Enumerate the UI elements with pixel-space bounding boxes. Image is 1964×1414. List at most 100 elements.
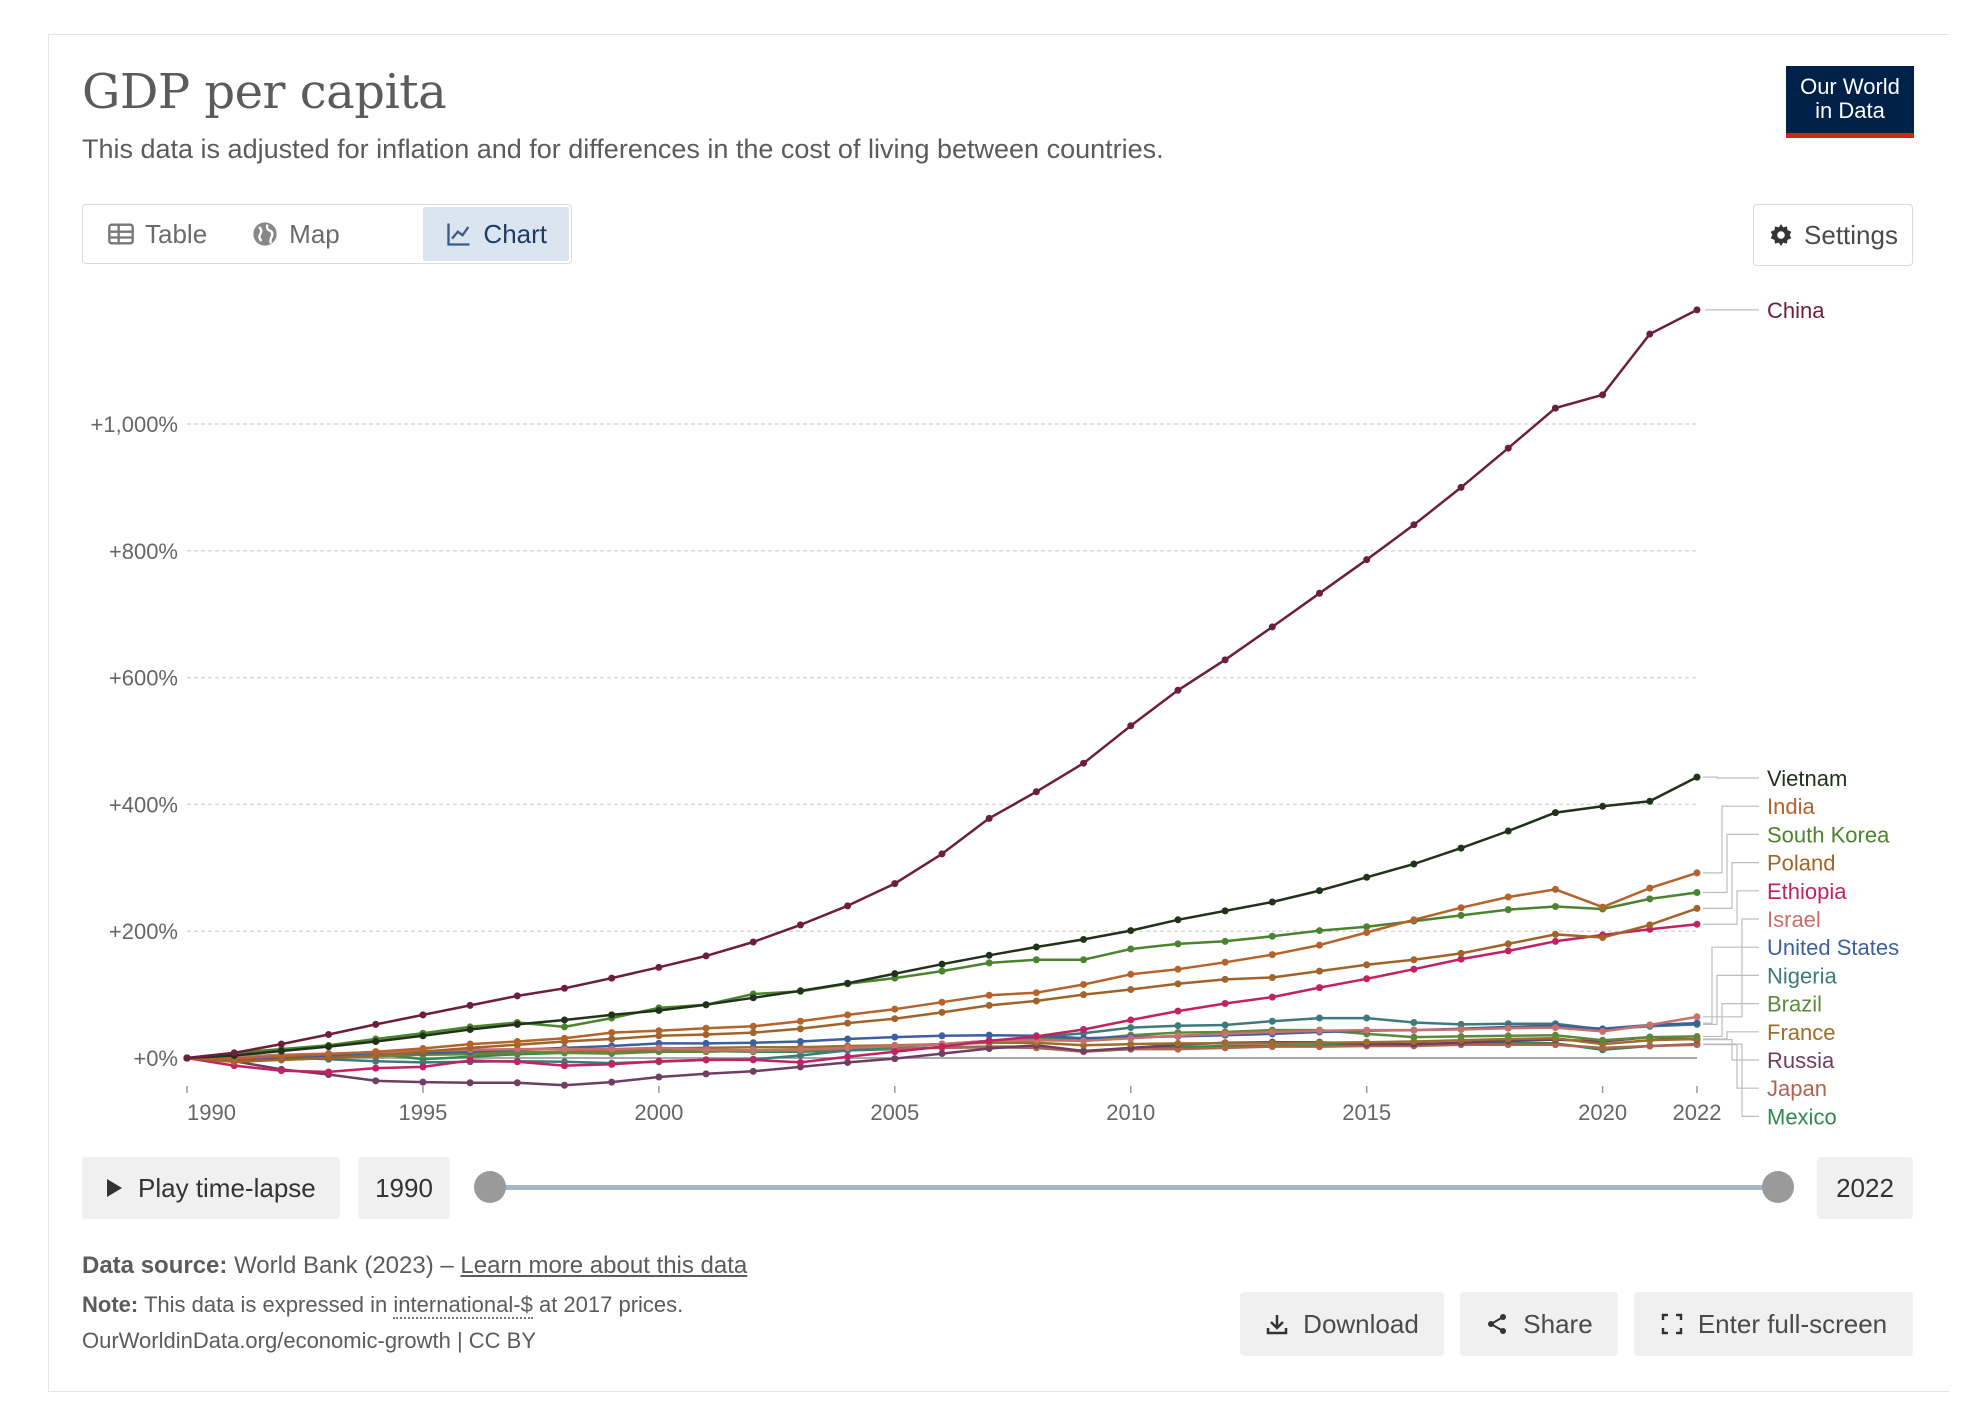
- data-point: [513, 1079, 521, 1087]
- start-year-box[interactable]: 1990: [358, 1157, 450, 1219]
- data-point: [1646, 1021, 1654, 1029]
- data-point: [1363, 873, 1371, 881]
- settings-button[interactable]: Settings: [1753, 204, 1913, 266]
- data-point: [1410, 1033, 1418, 1041]
- label-connector: [1703, 946, 1759, 1024]
- play-label: Play time-lapse: [138, 1172, 316, 1203]
- data-point: [844, 1035, 852, 1043]
- data-point: [1504, 893, 1512, 901]
- data-point: [796, 1058, 804, 1066]
- series-label-china: China: [1767, 298, 1825, 323]
- data-point: [1080, 1047, 1088, 1055]
- data-point: [938, 1008, 946, 1016]
- data-point: [372, 1020, 380, 1028]
- data-point: [1551, 937, 1559, 945]
- data-point: [1551, 1031, 1559, 1039]
- data-point: [419, 1044, 427, 1052]
- data-point: [1693, 1032, 1701, 1040]
- fullscreen-button[interactable]: Enter full-screen: [1634, 1292, 1913, 1356]
- learn-more-link[interactable]: Learn more about this data: [460, 1252, 748, 1279]
- data-point: [1032, 989, 1040, 997]
- play-timelapse-button[interactable]: Play time-lapse: [82, 1157, 340, 1219]
- data-point: [1127, 1024, 1135, 1032]
- data-point: [844, 979, 852, 987]
- data-point: [1268, 951, 1276, 959]
- international-dollar-link[interactable]: international-$: [393, 1292, 533, 1319]
- data-point: [1268, 973, 1276, 981]
- x-tick-label: 2015: [1342, 1100, 1391, 1125]
- data-point: [608, 1060, 616, 1068]
- data-point: [1174, 940, 1182, 948]
- share-button[interactable]: Share: [1460, 1292, 1618, 1356]
- data-point: [1551, 404, 1559, 412]
- timeline-start-handle[interactable]: [474, 1171, 506, 1203]
- data-point: [1599, 934, 1607, 942]
- tab-table[interactable]: Table: [85, 207, 229, 261]
- data-point: [1693, 306, 1701, 314]
- data-point: [1032, 943, 1040, 951]
- series-label-nigeria: Nigeria: [1767, 963, 1837, 988]
- series-label-japan: Japan: [1767, 1076, 1827, 1101]
- data-point: [1221, 975, 1229, 983]
- data-point: [702, 1001, 710, 1009]
- data-point: [1599, 903, 1607, 911]
- data-point: [1646, 895, 1654, 903]
- data-point: [419, 1032, 427, 1040]
- data-point: [891, 1042, 899, 1050]
- logo-line-2: in Data: [1815, 98, 1885, 123]
- settings-label: Settings: [1804, 219, 1898, 250]
- data-point: [277, 1040, 285, 1048]
- data-point: [702, 1039, 710, 1047]
- source-label: Data source:: [82, 1252, 228, 1279]
- data-point: [372, 1057, 380, 1065]
- share-icon: [1488, 1314, 1507, 1334]
- data-point: [1410, 965, 1418, 973]
- timeline-end-handle[interactable]: [1762, 1171, 1794, 1203]
- series-label-brazil: Brazil: [1767, 992, 1822, 1017]
- data-point: [1080, 1025, 1088, 1033]
- page-subtitle: This data is adjusted for inflation and …: [82, 134, 1164, 164]
- owid-logo[interactable]: Our World in Data: [1786, 66, 1914, 138]
- data-point: [655, 1073, 663, 1081]
- label-connector: [1703, 1044, 1759, 1089]
- label-connector: [1703, 833, 1759, 894]
- data-point: [419, 1011, 427, 1019]
- data-point: [1221, 656, 1229, 664]
- data-point: [1504, 906, 1512, 914]
- data-point: [1174, 1007, 1182, 1015]
- data-point: [1268, 1028, 1276, 1036]
- data-point: [1127, 927, 1135, 935]
- data-point: [1174, 686, 1182, 694]
- data-point: [1268, 1039, 1276, 1047]
- series-label-poland: Poland: [1767, 851, 1836, 876]
- data-point: [1363, 961, 1371, 969]
- label-connector: [1703, 890, 1759, 925]
- data-point: [985, 1044, 993, 1052]
- data-point: [891, 1048, 899, 1056]
- data-point: [702, 1046, 710, 1054]
- download-button[interactable]: Download: [1240, 1292, 1444, 1356]
- end-year-box[interactable]: 2022: [1817, 1157, 1913, 1219]
- tab-chart[interactable]: Chart: [423, 207, 569, 261]
- data-point: [749, 1039, 757, 1047]
- data-point: [1693, 1019, 1701, 1027]
- data-point: [1080, 1037, 1088, 1045]
- source-url[interactable]: OurWorldinData.org/economic-growth | CC …: [82, 1328, 537, 1353]
- data-point: [1127, 1016, 1135, 1024]
- data-point: [1457, 904, 1465, 912]
- timeline-slider-track[interactable]: [488, 1185, 1778, 1190]
- series-line-china: [186, 308, 1698, 1060]
- data-point: [1457, 949, 1465, 957]
- data-point: [891, 1015, 899, 1023]
- data-point: [655, 1044, 663, 1052]
- table-icon: [108, 223, 134, 245]
- label-connector: [1703, 1043, 1759, 1117]
- data-point: [1174, 916, 1182, 924]
- data-point: [1646, 797, 1654, 805]
- data-point: [325, 1031, 333, 1039]
- tab-map[interactable]: Map: [229, 207, 362, 261]
- gear-icon: [1770, 224, 1792, 246]
- label-connector: [1703, 1031, 1759, 1040]
- data-point: [183, 1054, 191, 1062]
- data-point: [1363, 1014, 1371, 1022]
